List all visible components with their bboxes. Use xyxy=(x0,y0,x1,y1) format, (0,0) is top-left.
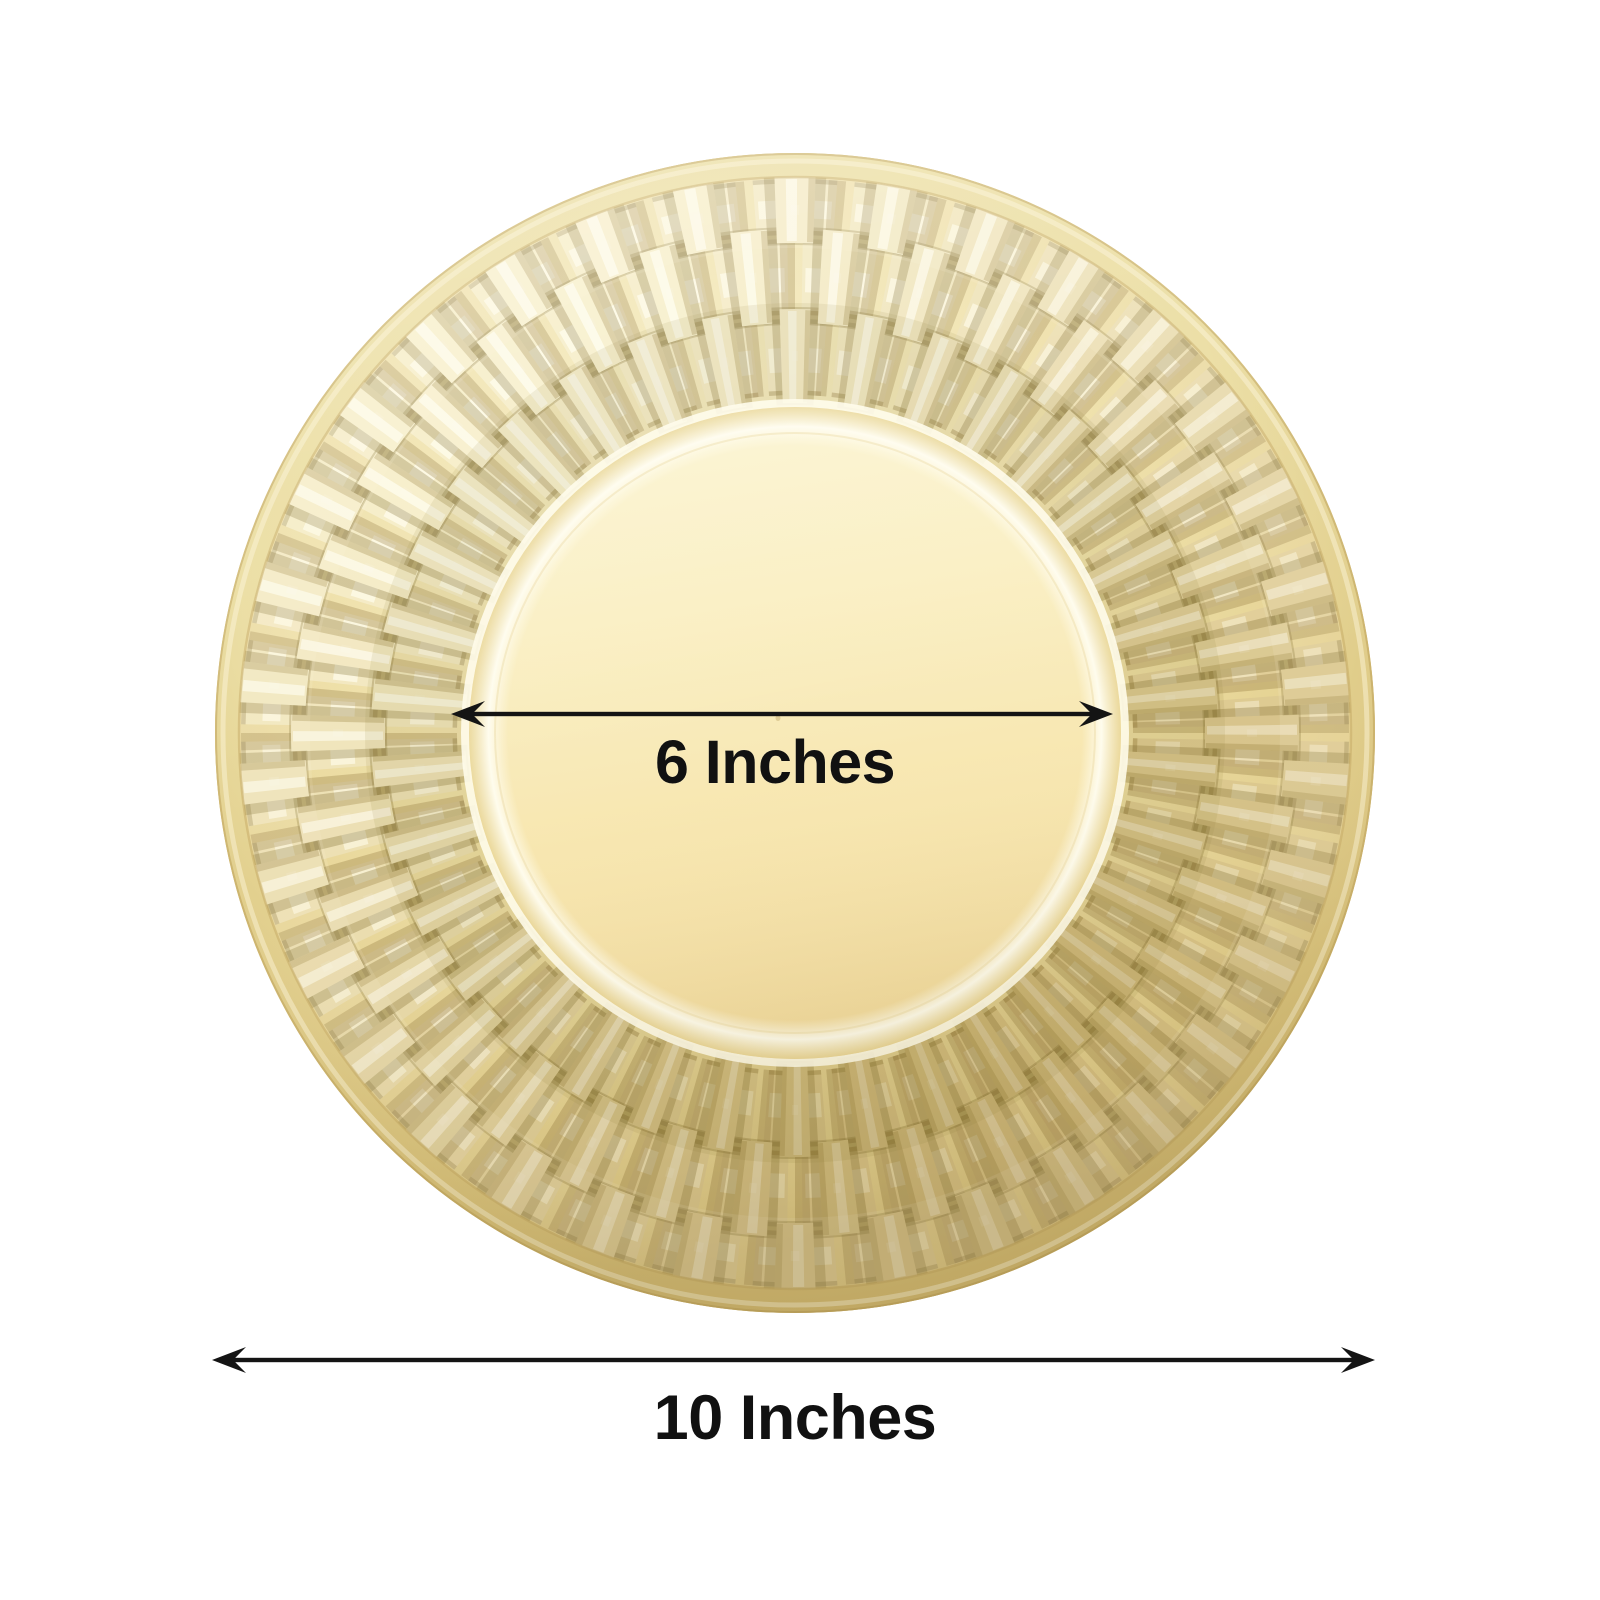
plate-lighting-overlay xyxy=(215,153,1375,1313)
